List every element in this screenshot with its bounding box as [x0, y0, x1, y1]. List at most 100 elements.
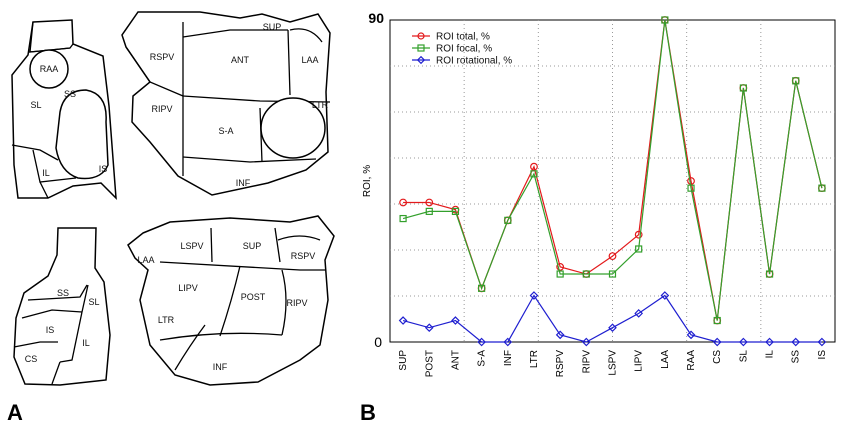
- data-point: [425, 198, 434, 207]
- series-line-1: [402, 19, 823, 321]
- legend-label: ROI total, %: [436, 32, 490, 43]
- data-point: [451, 207, 460, 216]
- data-point: [713, 316, 721, 325]
- panel-label-b: B: [360, 400, 376, 425]
- data-point: [451, 316, 460, 325]
- data-point: [608, 252, 617, 261]
- x-tick-label: LIPV: [634, 350, 645, 372]
- label-ltr-b: LTR: [158, 315, 175, 325]
- series-line-2: [402, 294, 822, 343]
- y-tick-label: 0: [374, 334, 382, 350]
- label-inf: INF: [236, 178, 251, 188]
- x-tick-label: RSPV: [555, 350, 566, 378]
- data-point: [765, 337, 774, 347]
- label-laa-b: LAA: [137, 255, 154, 265]
- data-point: [425, 207, 433, 216]
- roi-line-chart: 0 90 ROI, % SUP POST ANT S-A INF LTR RSPV RIPV LSPV…: [362, 10, 836, 378]
- label-sa: S-A: [218, 126, 233, 136]
- data-point: [530, 170, 538, 178]
- x-tick-label: LAA: [660, 350, 671, 369]
- data-point: [424, 323, 434, 333]
- right-lateral-view: RAA SL SS IL IS: [11, 19, 117, 200]
- data-point: [712, 337, 722, 347]
- label-ripv-b: RIPV: [286, 298, 307, 308]
- label-sl: SL: [30, 100, 41, 110]
- data-point: [661, 16, 669, 24]
- data-point: [503, 337, 513, 347]
- x-tick-label: CS: [712, 350, 723, 364]
- data-point: [399, 198, 407, 207]
- x-tick-label: INF: [503, 350, 514, 366]
- label-raa: RAA: [40, 64, 59, 74]
- label-lipv-b: LIPV: [178, 283, 198, 293]
- la-view-bottom: LAA LSPV SUP RSPV LIPV POST RIPV LTR INF: [127, 215, 335, 386]
- label-rspv-b: RSPV: [291, 251, 316, 261]
- data-point: [739, 337, 748, 347]
- legend-label: ROI rotational, %: [436, 56, 512, 67]
- data-point: [530, 162, 538, 171]
- label-il-sep: IL: [82, 338, 90, 348]
- y-axis-label: ROI, %: [362, 165, 373, 197]
- label-ant: ANT: [231, 55, 250, 65]
- data-point: [791, 337, 801, 347]
- data-point: [555, 330, 565, 340]
- data-point: [739, 84, 747, 92]
- panel-label-a: A: [7, 400, 23, 425]
- label-sup: SUP: [263, 22, 282, 32]
- x-tick-label: LSPV: [608, 350, 619, 376]
- label-is-sep: IS: [46, 325, 55, 335]
- data-point: [634, 230, 643, 239]
- data-point: [660, 291, 670, 300]
- label-ltr: LTR: [312, 100, 329, 110]
- x-tick-label: IL: [765, 350, 776, 359]
- data-point: [608, 270, 617, 278]
- data-point: [504, 216, 512, 224]
- legend-label: ROI focal, %: [436, 44, 492, 55]
- data-point: [634, 309, 644, 318]
- data-point: [582, 270, 590, 278]
- la-view-top: SUP RSPV ANT LAA RIPV LTR S-A INF: [121, 11, 331, 196]
- label-il: IL: [42, 168, 50, 178]
- data-point: [792, 77, 800, 85]
- x-tick-label: SL: [738, 350, 749, 363]
- anatomy-diagrams: RAA SL SS IL IS SUP RSPV ANT LAA RIPV LT…: [11, 11, 335, 386]
- data-point: [556, 270, 564, 278]
- data-point: [398, 316, 408, 325]
- data-point: [581, 337, 591, 347]
- label-ripv: RIPV: [151, 104, 172, 114]
- label-ss-sep: SS: [57, 288, 69, 298]
- label-laa: LAA: [301, 55, 318, 65]
- data-point: [686, 330, 696, 340]
- data-point: [477, 337, 486, 347]
- data-point: [817, 337, 827, 347]
- x-tick-label: LTR: [529, 350, 540, 368]
- x-tick-label: RAA: [686, 350, 697, 371]
- x-tick-label: SUP: [398, 350, 409, 371]
- x-tick-label: IS: [817, 350, 828, 360]
- data-point: [818, 184, 826, 192]
- label-sup-b: SUP: [243, 241, 262, 251]
- label-lspv-b: LSPV: [180, 241, 203, 251]
- label-ss: SS: [64, 89, 76, 99]
- legend-marker: [417, 32, 425, 40]
- data-point: [399, 214, 407, 223]
- y-tick-label: 90: [368, 10, 384, 26]
- data-point: [687, 184, 695, 192]
- legend-marker: [416, 55, 426, 65]
- label-post-b: POST: [241, 292, 266, 302]
- x-tick-label: RIPV: [581, 350, 592, 374]
- data-point: [608, 323, 617, 333]
- data-point: [529, 291, 539, 300]
- legend-marker: [417, 44, 425, 52]
- data-point: [556, 262, 565, 271]
- data-point: [635, 245, 643, 253]
- right-septal-view: SS SL IS IL CS: [13, 227, 111, 386]
- label-cs-sep: CS: [25, 354, 38, 364]
- x-tick-label: S-A: [477, 350, 488, 367]
- x-tick-label: ANT: [450, 350, 461, 370]
- data-point: [478, 284, 486, 292]
- data-point: [765, 270, 774, 278]
- label-is: IS: [99, 164, 108, 174]
- label-rspv: RSPV: [150, 52, 175, 62]
- label-inf-b: INF: [213, 362, 228, 372]
